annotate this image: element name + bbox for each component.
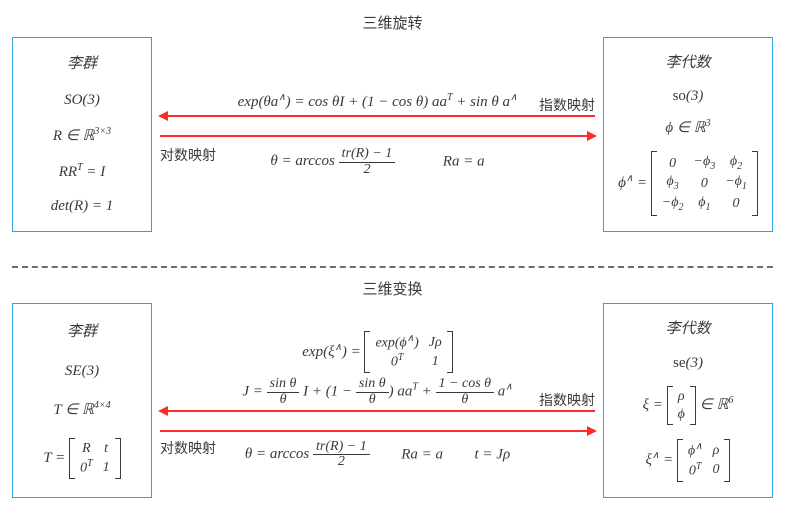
rotation-title: 三维旋转 (12, 12, 773, 33)
rotation-middle: exp(θa∧) = cos θI + (1 − cos θ) aaT + si… (152, 37, 603, 232)
arrow-shaft (160, 430, 595, 432)
ra-rot: Ra = a (443, 153, 485, 169)
phi-hat-mat: 0−ϕ3ϕ2ϕ30−ϕ1−ϕ2ϕ10 (651, 151, 758, 216)
lie-algebra-header-2: 李代数 (614, 317, 762, 338)
arrow-exp-trans: 指数映射 (160, 410, 595, 412)
transform-title: 三维变换 (12, 278, 773, 299)
section-rotation: 三维旋转 李群 SO(3) R ∈ ℝ3×3 RRT = I det(R) = … (12, 12, 773, 260)
ra-trans: Ra = a (401, 446, 443, 462)
arrow-head-left-icon (158, 406, 168, 416)
rotation-lie-group-box: 李群 SO(3) R ∈ ℝ3×3 RRT = I det(R) = 1 (12, 37, 152, 232)
se3: SE(3) (23, 363, 141, 380)
theta-rot: θ = arccos tr(R) − 12 (270, 153, 395, 169)
r-in-r33: R ∈ ℝ3×3 (23, 126, 141, 145)
phi-hat-matrix: ϕ∧ = 0−ϕ3ϕ2ϕ30−ϕ1−ϕ2ϕ10 (614, 151, 762, 216)
t-mat: Rt0T1 (69, 438, 121, 479)
arrow-shaft (160, 115, 595, 117)
section-transform: 三维变换 李群 SE(3) T ∈ ℝ4×4 T = Rt0T1 exp(ξ∧)… (12, 278, 773, 526)
xi-prefix: ξ = (643, 397, 667, 413)
so3-alg: so(3) (614, 88, 762, 105)
section-divider (12, 266, 773, 268)
t-in-r44: T ∈ ℝ4×4 (23, 400, 141, 419)
arrow-log-trans: 对数映射 (160, 430, 595, 432)
arrow-head-right-icon (587, 426, 597, 436)
xi-col-mat: ρϕ (667, 386, 696, 425)
phi-in-r3: ϕ ∈ ℝ3 (614, 118, 762, 137)
transform-lie-algebra-box: 李代数 se(3) ξ = ρϕ ∈ ℝ6 ξ∧ = ϕ∧ρ0T0 (603, 303, 773, 498)
exp-label-trans: 指数映射 (539, 390, 595, 410)
arrow-head-left-icon (158, 111, 168, 121)
arrow-log-rot: 对数映射 (160, 135, 595, 137)
log-label-trans: 对数映射 (160, 438, 216, 458)
exp-label-rot: 指数映射 (539, 95, 595, 115)
arrow-exp-rot: 指数映射 (160, 115, 595, 117)
arrow-head-right-icon (587, 131, 597, 141)
transform-lie-group-box: 李群 SE(3) T ∈ ℝ4×4 T = Rt0T1 (12, 303, 152, 498)
exp-formula-rot: exp(θa∧) = cos θI + (1 − cos θ) aaT + si… (160, 92, 595, 111)
transform-middle: exp(ξ∧) = exp(ϕ∧)Jρ0T1 J = sin θθ I + (1… (152, 303, 603, 498)
lie-algebra-header: 李代数 (614, 51, 762, 72)
se3-alg: se(3) (614, 355, 762, 372)
xi-def: ξ = ρϕ ∈ ℝ6 (614, 386, 762, 425)
xi-hat-prefix: ξ∧ = (646, 452, 677, 468)
phi-hat-prefix: ϕ∧ = (618, 175, 651, 191)
log-label-rot: 对数映射 (160, 145, 216, 165)
det-r-eq-1: det(R) = 1 (23, 198, 141, 215)
t-prefix: T = (43, 450, 69, 466)
xi-suffix: ∈ ℝ6 (696, 397, 733, 413)
theta-ra-t-trans: θ = arccos tr(R) − 12 Ra = a t = Jρ (160, 440, 595, 470)
t-matrix: T = Rt0T1 (23, 438, 141, 479)
xi-hat-mat: ϕ∧ρ0T0 (677, 439, 731, 481)
rrt-eq-i: RRT = I (23, 162, 141, 181)
t-eq-jrho: t = Jρ (475, 446, 511, 462)
arrow-shaft (160, 135, 595, 137)
rotation-lie-algebra-box: 李代数 so(3) ϕ ∈ ℝ3 ϕ∧ = 0−ϕ3ϕ2ϕ30−ϕ1−ϕ2ϕ10 (603, 37, 773, 232)
lie-group-header: 李群 (23, 52, 141, 73)
lie-group-header-2: 李群 (23, 320, 141, 341)
exp-xi-mat: exp(ϕ∧)Jρ0T1 (364, 331, 452, 373)
j-formula: J = sin θθ I + (1 − sin θθ) aaT + 1 − co… (160, 377, 595, 407)
xi-hat-def: ξ∧ = ϕ∧ρ0T0 (614, 439, 762, 481)
theta-trans: θ = arccos tr(R) − 12 (245, 446, 370, 462)
theta-ra-rot: θ = arccos tr(R) − 12 Ra = a (160, 147, 595, 177)
so3: SO(3) (23, 92, 141, 109)
exp-xi-formula: exp(ξ∧) = exp(ϕ∧)Jρ0T1 (160, 331, 595, 373)
arrow-shaft (160, 410, 595, 412)
exp-xi-prefix: exp(ξ∧) = (302, 344, 364, 360)
